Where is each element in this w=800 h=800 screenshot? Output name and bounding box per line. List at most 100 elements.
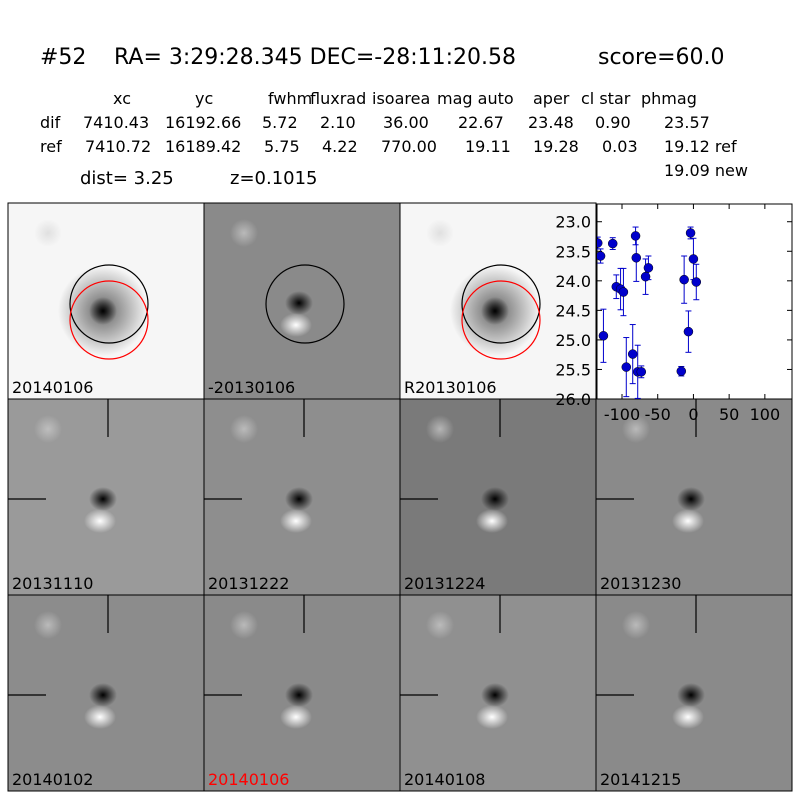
panel-label: 20131230: [600, 574, 681, 593]
panel-label: R20130106: [404, 378, 497, 397]
coordinates: RA= 3:29:28.345 DEC=-28:11:20.58: [114, 45, 516, 70]
cell: 16189.42: [165, 137, 241, 156]
image-panel: 20131222: [203, 398, 401, 596]
panel-label: 20141215: [600, 770, 681, 789]
cell: 4.22: [322, 137, 358, 156]
candidate-id: #52: [40, 45, 86, 70]
x-tick-label: 100: [750, 405, 781, 424]
negative-residual: [285, 487, 313, 511]
negative-residual: [285, 683, 313, 707]
faint-source: [426, 611, 454, 639]
image-panel: 20131230: [595, 398, 793, 596]
data-point: [685, 228, 696, 238]
aperture-circle: [461, 264, 541, 344]
x-tick-label: 50: [719, 405, 739, 424]
column-header: yc: [195, 89, 213, 108]
y-tick-label: 26.0: [555, 390, 591, 409]
cell: 23.57: [664, 113, 710, 132]
column-header: aper: [533, 89, 570, 108]
y-tick-label: 25.0: [555, 331, 591, 350]
image-panel: 20140108: [399, 594, 597, 792]
faint-source: [622, 611, 650, 639]
data-point: [688, 254, 699, 264]
panel-label: -20130106: [208, 378, 295, 397]
aperture-circle-red: [69, 280, 149, 360]
points: [597, 226, 702, 399]
column-header: xc: [113, 89, 131, 108]
row-label: dif: [40, 113, 61, 132]
data-point: [597, 238, 603, 248]
positive-residual: [280, 313, 312, 337]
cell: 36.00: [383, 113, 429, 132]
column-header: fwhm: [268, 89, 312, 108]
y-tick-label: 23.5: [555, 242, 591, 261]
aperture-circle: [265, 264, 345, 344]
column-header: cl star: [581, 89, 631, 108]
cell: 5.75: [264, 137, 300, 156]
faint-source: [426, 219, 454, 247]
cell: 23.48: [528, 113, 574, 132]
faint-source: [230, 415, 258, 443]
image-panel: 20131110: [7, 398, 205, 596]
data-point: [679, 274, 689, 285]
panel-label: 20140106: [208, 770, 289, 789]
cell: 770.00: [381, 137, 437, 156]
data-point: [598, 331, 609, 341]
image-panel: 20140106: [203, 594, 401, 792]
cell: 16192.66: [165, 113, 241, 132]
cell: 7410.72: [85, 137, 151, 156]
panel-label: 20140108: [404, 770, 485, 789]
data-point: [621, 362, 632, 372]
y-tick-label: 23.0: [555, 213, 591, 232]
panel-label: 20131224: [404, 574, 485, 593]
data-point: [597, 251, 606, 261]
negative-residual: [677, 683, 705, 707]
cell: 19.11: [465, 137, 511, 156]
x-tick-label: 0: [688, 405, 698, 424]
y-tick-label: 25.5: [555, 360, 591, 379]
faint-source: [426, 415, 454, 443]
cell: 0.90: [595, 113, 631, 132]
image-panel: 20131224: [399, 398, 597, 596]
cell: 0.03: [602, 137, 638, 156]
negative-residual: [481, 683, 509, 707]
panel-label: 20140106: [12, 378, 93, 397]
aperture-circle: [69, 264, 149, 344]
negative-residual: [89, 683, 117, 707]
x-tick-label: -50: [645, 405, 671, 424]
faint-source: [622, 415, 650, 443]
galaxy-core: [89, 297, 117, 325]
y-tick-label: 24.0: [555, 272, 591, 291]
data-point: [643, 263, 654, 273]
data-point: [640, 271, 651, 282]
image-panel: R20130106: [399, 202, 597, 400]
positive-residual: [672, 705, 704, 729]
data-point: [631, 253, 642, 263]
data-point: [627, 349, 638, 359]
negative-residual: [285, 291, 313, 315]
negative-residual: [89, 487, 117, 511]
column-header: fluxrad: [310, 89, 366, 108]
data-point: [618, 287, 629, 297]
column-header: phmag: [641, 89, 697, 108]
panel-label: 20131110: [12, 574, 93, 593]
positive-residual: [672, 509, 704, 533]
cell: 5.72: [262, 113, 298, 132]
positive-residual: [280, 705, 312, 729]
data-point: [676, 366, 687, 376]
data-point: [691, 277, 702, 287]
negative-residual: [677, 487, 705, 511]
faint-source: [34, 415, 62, 443]
positive-residual: [476, 705, 508, 729]
panels: 20140106 -20130106 R20130106 20131110 201312…: [7, 202, 793, 792]
y-tick-label: 24.5: [555, 301, 591, 320]
faint-source: [230, 611, 258, 639]
column-header: mag auto: [437, 89, 514, 108]
cell: 19.12 ref: [664, 137, 737, 156]
cell: 19.28: [533, 137, 579, 156]
phmag-new: 19.09 new: [664, 161, 748, 180]
light-curve: 23.0 23.5 24.0 24.5 25.0 25.5 26.0 -100 -50 0 50 10…: [555, 203, 793, 424]
